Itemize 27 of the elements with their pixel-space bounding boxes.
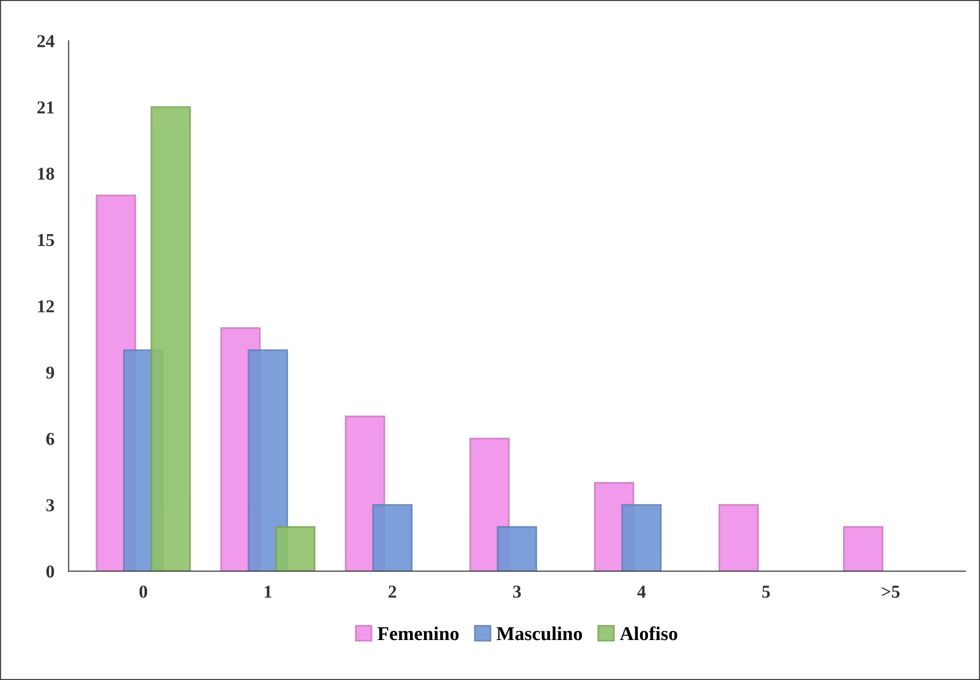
y-tick-label: 18 bbox=[38, 168, 54, 180]
y-tick-label: 12 bbox=[38, 300, 54, 312]
y-tick-label: 21 bbox=[37, 101, 54, 114]
bar bbox=[372, 504, 413, 572]
y-tick-label: 0 bbox=[46, 565, 54, 578]
x-tick-label: 4 bbox=[637, 586, 646, 598]
legend-label: Masculino bbox=[496, 626, 582, 640]
bar bbox=[718, 504, 759, 572]
bar bbox=[621, 504, 662, 572]
x-tick-label: >5 bbox=[882, 586, 900, 598]
y-tick-label: 3 bbox=[46, 499, 54, 512]
bar bbox=[275, 526, 316, 572]
bar bbox=[843, 526, 884, 572]
legend-label: Femenino bbox=[378, 626, 459, 640]
y-tick-label: 9 bbox=[46, 366, 54, 379]
x-tick-label: 0 bbox=[140, 586, 148, 598]
x-tick-label: 1 bbox=[264, 586, 272, 598]
bar bbox=[248, 349, 288, 572]
x-tick-label: 3 bbox=[513, 586, 521, 598]
x-tick-label: 2 bbox=[388, 586, 396, 598]
y-tick-label: 24 bbox=[37, 35, 54, 48]
x-tick-label: 5 bbox=[762, 586, 770, 598]
legend-label: Alofiso bbox=[620, 626, 678, 640]
bar bbox=[496, 526, 538, 572]
y-tick-label: 6 bbox=[46, 432, 54, 446]
y-tick-label: 15 bbox=[38, 234, 54, 246]
bar bbox=[150, 106, 191, 572]
